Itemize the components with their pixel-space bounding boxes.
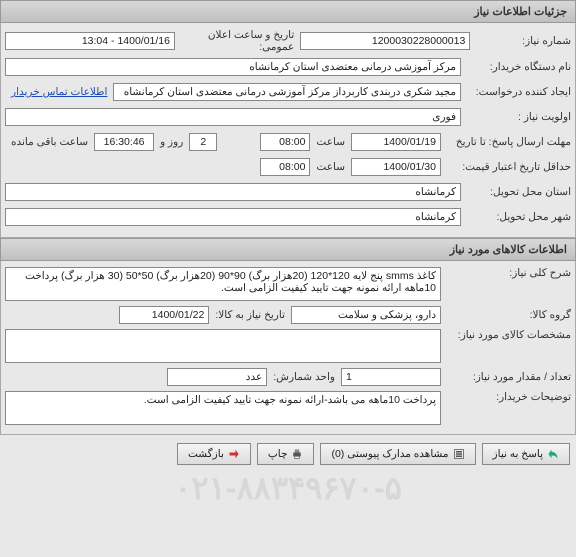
row-deadline: مهلت ارسال پاسخ: تا تاریخ 1400/01/19 ساع… xyxy=(5,131,571,153)
row-delivery-city: شهر محل تحویل: کرمانشاه xyxy=(5,206,571,228)
need-number-label: شماره نیاز: xyxy=(470,35,571,47)
min-validity-time-field: 08:00 xyxy=(260,158,310,176)
qty-unit-field: عدد xyxy=(167,368,267,386)
need-info-header: جزئیات اطلاعات نیاز xyxy=(0,0,576,23)
back-button-label: بازگشت xyxy=(188,448,224,460)
contact-link[interactable]: اطلاعات تماس خریدار xyxy=(5,86,113,98)
creator-field: مجید شکری دربندی کاربرداز مرکز آموزشی در… xyxy=(113,83,461,101)
view-attachments-label: مشاهده مدارک پیوستی (0) xyxy=(331,448,448,460)
row-creator: ایجاد کننده درخواست: مجید شکری دربندی کا… xyxy=(5,81,571,103)
deadline-label: مهلت ارسال پاسخ: تا تاریخ xyxy=(441,136,571,148)
group-field: دارو، پزشکی و سلامت xyxy=(291,306,441,324)
row-buyer: نام دستگاه خریدار: مرکز آموزشی درمانی مع… xyxy=(5,56,571,78)
delivery-city-label: شهر محل تحویل: xyxy=(461,211,571,223)
row-qty: تعداد / مقدار مورد نیاز: 1 واحد شمارش: ع… xyxy=(5,366,571,388)
days-remaining-field: 2 xyxy=(189,133,217,151)
goods-info-header: اطلاعات کالاهای مورد نیاز xyxy=(0,238,576,261)
buyer-notes-field: پرداخت 10ماهه می باشد-ارائه نمونه جهت تا… xyxy=(5,391,441,425)
delivery-city-field: کرمانشاه xyxy=(5,208,461,226)
need-info-body: شماره نیاز: 1200030228000013 تاریخ و ساع… xyxy=(0,23,576,238)
main-desc-label: شرح کلی نیاز: xyxy=(441,267,571,279)
specs-label: مشخصات کالای مورد نیاز: xyxy=(441,329,571,341)
priority-field: فوری xyxy=(5,108,461,126)
deadline-date-field: 1400/01/19 xyxy=(351,133,441,151)
button-row: پاسخ به نیاز مشاهده مدارک پیوستی (0) چاپ… xyxy=(0,435,576,473)
respond-button[interactable]: پاسخ به نیاز xyxy=(482,443,570,465)
deadline-label-text: مهلت ارسال پاسخ: xyxy=(489,136,571,148)
deadline-time-label: ساعت xyxy=(310,136,351,148)
row-group: گروه کالا: دارو، پزشکی و سلامت تاریخ نیا… xyxy=(5,304,571,326)
min-validity-label: حداقل تاریخ اعتبار قیمت: xyxy=(441,161,571,173)
respond-button-label: پاسخ به نیاز xyxy=(493,448,543,460)
row-priority: اولویت نیاز : فوری xyxy=(5,106,571,128)
row-specs: مشخصات کالای مورد نیاز: xyxy=(5,329,571,363)
deadline-time-field: 08:00 xyxy=(260,133,310,151)
buyer-notes-label: توضیحات خریدار: xyxy=(441,391,571,403)
delivery-province-label: استان محل تحویل: xyxy=(461,186,571,198)
respond-icon xyxy=(547,448,559,460)
device-buyer-label: نام دستگاه خریدار: xyxy=(461,61,571,73)
min-validity-date-field: 1400/01/30 xyxy=(351,158,441,176)
unit-date-label: تاریخ نیاز به کالا: xyxy=(209,309,291,321)
qty-field: 1 xyxy=(341,368,441,386)
row-need-number: شماره نیاز: 1200030228000013 تاریخ و ساع… xyxy=(5,29,571,53)
creator-label: ایجاد کننده درخواست: xyxy=(461,86,571,98)
delivery-province-field: کرمانشاه xyxy=(5,183,461,201)
remain-label: ساعت باقی مانده xyxy=(5,136,94,148)
row-main-desc: شرح کلی نیاز: کاغذ smms پنج لایه 120*120… xyxy=(5,267,571,301)
attachment-icon xyxy=(453,448,465,460)
group-label: گروه کالا: xyxy=(441,309,571,321)
goods-info-body: شرح کلی نیاز: کاغذ smms پنج لایه 120*120… xyxy=(0,261,576,435)
min-validity-time-label: ساعت xyxy=(310,161,351,173)
announce-time-label: تاریخ و ساعت اعلان عمومی: xyxy=(175,29,300,53)
announce-time-field: 1400/01/16 - 13:04 xyxy=(5,32,175,50)
specs-field xyxy=(5,329,441,363)
qty-unit-label: واحد شمارش: xyxy=(267,371,341,383)
row-buyer-notes: توضیحات خریدار: پرداخت 10ماهه می باشد-ار… xyxy=(5,391,571,425)
main-desc-field: کاغذ smms پنج لایه 120*120 (20هزار برگ) … xyxy=(5,267,441,301)
watermark: ۰۲۱-۸۸۳۴۹۶۷۰-۵ xyxy=(174,469,402,507)
timer-field: 16:30:46 xyxy=(94,133,154,151)
deadline-to-label: تا تاریخ xyxy=(456,136,486,148)
need-number-field: 1200030228000013 xyxy=(300,32,470,50)
view-attachments-button[interactable]: مشاهده مدارک پیوستی (0) xyxy=(320,443,475,465)
qty-label: تعداد / مقدار مورد نیاز: xyxy=(441,371,571,383)
back-button[interactable]: بازگشت xyxy=(177,443,251,465)
unit-date-field: 1400/01/22 xyxy=(119,306,209,324)
print-button[interactable]: چاپ xyxy=(257,443,315,465)
row-min-validity: حداقل تاریخ اعتبار قیمت: 1400/01/30 ساعت… xyxy=(5,156,571,178)
priority-label: اولویت نیاز : xyxy=(461,111,571,123)
print-icon xyxy=(291,448,303,460)
back-icon xyxy=(228,448,240,460)
device-buyer-field: مرکز آموزشی درمانی معتضدی استان کرمانشاه xyxy=(5,58,461,76)
day-label: روز و xyxy=(154,136,189,148)
print-button-label: چاپ xyxy=(268,448,288,460)
row-delivery-province: استان محل تحویل: کرمانشاه xyxy=(5,181,571,203)
